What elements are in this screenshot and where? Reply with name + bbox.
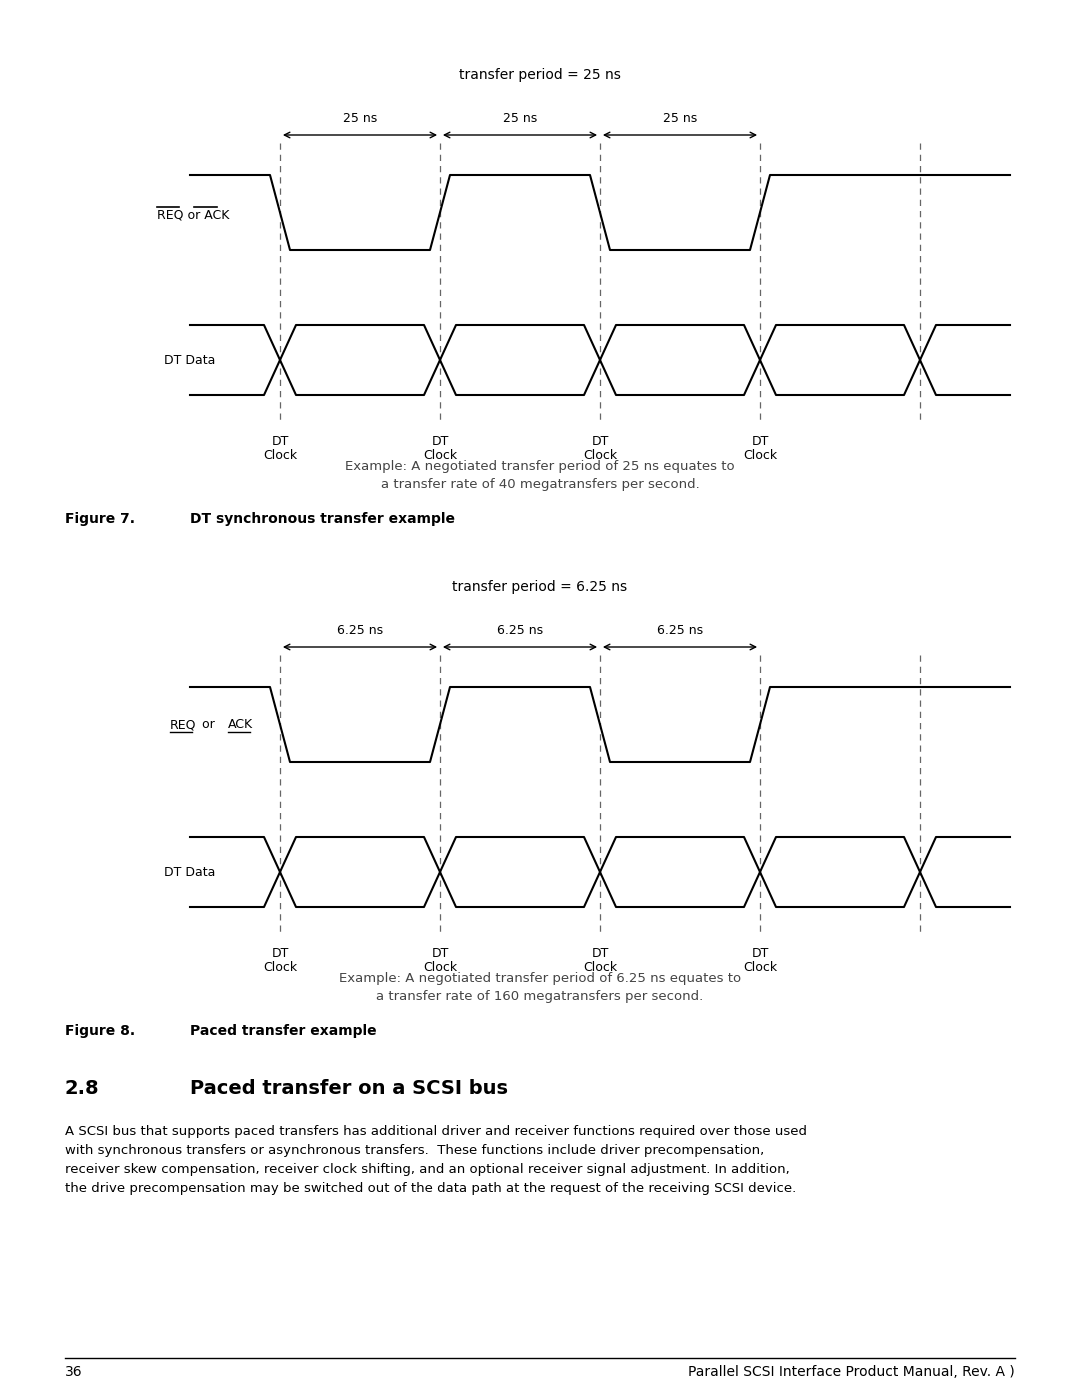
Text: Clock: Clock	[423, 961, 457, 974]
Text: DT: DT	[431, 434, 448, 448]
Text: DT: DT	[752, 434, 769, 448]
Text: 6.25 ns: 6.25 ns	[497, 624, 543, 637]
Text: Paced transfer on a SCSI bus: Paced transfer on a SCSI bus	[190, 1078, 508, 1098]
Text: Clock: Clock	[743, 448, 778, 462]
Text: Paced transfer example: Paced transfer example	[190, 1024, 377, 1038]
Text: DT Data: DT Data	[164, 866, 215, 879]
Text: a transfer rate of 40 megatransfers per second.: a transfer rate of 40 megatransfers per …	[380, 478, 700, 490]
Text: Figure 7.: Figure 7.	[65, 511, 135, 527]
Text: a transfer rate of 160 megatransfers per second.: a transfer rate of 160 megatransfers per…	[376, 990, 704, 1003]
Text: DT: DT	[271, 947, 288, 960]
Text: Clock: Clock	[743, 961, 778, 974]
Text: transfer period = 6.25 ns: transfer period = 6.25 ns	[453, 580, 627, 594]
Text: or: or	[198, 718, 219, 731]
Text: 6.25 ns: 6.25 ns	[657, 624, 703, 637]
Text: 25 ns: 25 ns	[503, 112, 537, 124]
Text: ACK: ACK	[228, 718, 253, 731]
Text: DT synchronous transfer example: DT synchronous transfer example	[190, 511, 455, 527]
Text: DT: DT	[431, 947, 448, 960]
Text: 2.8: 2.8	[65, 1078, 99, 1098]
Text: Clock: Clock	[583, 448, 617, 462]
Text: Figure 8.: Figure 8.	[65, 1024, 135, 1038]
Text: the drive precompensation may be switched out of the data path at the request of: the drive precompensation may be switche…	[65, 1182, 796, 1194]
Text: A SCSI bus that supports paced transfers has additional driver and receiver func: A SCSI bus that supports paced transfers…	[65, 1125, 807, 1139]
Text: DT: DT	[592, 434, 609, 448]
Text: Clock: Clock	[583, 961, 617, 974]
Text: transfer period = 25 ns: transfer period = 25 ns	[459, 68, 621, 82]
Text: DT Data: DT Data	[164, 353, 215, 366]
Text: DT: DT	[592, 947, 609, 960]
Text: with synchronous transfers or asynchronous transfers.  These functions include d: with synchronous transfers or asynchrono…	[65, 1144, 765, 1157]
Text: Clock: Clock	[262, 961, 297, 974]
Text: 25 ns: 25 ns	[342, 112, 377, 124]
Text: receiver skew compensation, receiver clock shifting, and an optional receiver si: receiver skew compensation, receiver clo…	[65, 1162, 789, 1176]
Text: DT: DT	[752, 947, 769, 960]
Text: Clock: Clock	[262, 448, 297, 462]
Text: DT: DT	[271, 434, 288, 448]
Text: 36: 36	[65, 1365, 83, 1379]
Text: 25 ns: 25 ns	[663, 112, 697, 124]
Text: Clock: Clock	[423, 448, 457, 462]
Text: 6.25 ns: 6.25 ns	[337, 624, 383, 637]
Text: REQ: REQ	[170, 718, 197, 731]
Text: REQ or ACK: REQ or ACK	[157, 208, 229, 221]
Text: Example: A negotiated transfer period of 6.25 ns equates to: Example: A negotiated transfer period of…	[339, 972, 741, 985]
Text: Example: A negotiated transfer period of 25 ns equates to: Example: A negotiated transfer period of…	[346, 460, 734, 474]
Text: Parallel SCSI Interface Product Manual, Rev. A ): Parallel SCSI Interface Product Manual, …	[688, 1365, 1015, 1379]
